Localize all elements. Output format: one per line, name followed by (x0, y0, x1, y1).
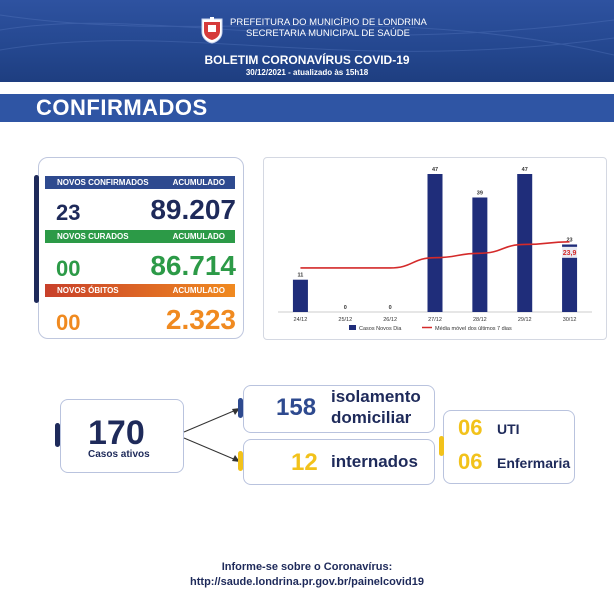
curados-acc-label: ACUMULADO (172, 232, 225, 241)
obitos-total: 2.323 (165, 304, 236, 335)
confirmados-label: NOVOS CONFIRMADOS (57, 178, 149, 187)
x-tick-label: 28/12 (473, 317, 487, 323)
prefeitura-name: PREFEITURA DO MUNICÍPIO DE LONDRINA SECR… (230, 17, 427, 39)
bar-data-label: 0 (389, 305, 392, 311)
internados-label: internados (331, 452, 418, 471)
internados-box (243, 439, 435, 485)
enfermaria-label: Enfermaria (497, 455, 571, 471)
isolamento-label: isolamento domiciliar (331, 386, 421, 428)
legend-label-bars: Casos Novos Dia (359, 326, 402, 332)
curados-bar: NOVOS CURADOS ACUMULADO (45, 230, 235, 243)
confirmados-bar: NOVOS CONFIRMADOS ACUMULADO (45, 176, 235, 189)
header-banner (0, 0, 614, 82)
confirmados-acc-label: ACUMULADO (172, 178, 225, 187)
x-tick-label: 26/12 (383, 317, 397, 323)
secretaria-line: SECRETARIA MUNICIPAL DE SAÚDE (246, 28, 410, 39)
bar-mark (472, 197, 488, 312)
londrina-seal-icon (201, 17, 223, 44)
bar-data-label: 0 (344, 305, 347, 311)
obitos-acc-label: ACUMULADO (172, 286, 225, 295)
bar-mark (517, 174, 533, 312)
curados-new: 00 (56, 256, 81, 281)
stats-card-accent (34, 175, 39, 303)
line-end-label: 23,9 (563, 250, 577, 257)
x-tick-label: 25/12 (338, 317, 352, 323)
curados-label: NOVOS CURADOS (57, 232, 129, 241)
section-band (0, 94, 614, 122)
internados-accent (238, 451, 243, 471)
bar-mark (562, 244, 578, 312)
isolamento-label-line1: isolamento (331, 387, 421, 406)
x-tick-label: 27/12 (428, 317, 442, 323)
footer-link[interactable]: http://saude.londrina.pr.gov.br/painelco… (190, 576, 424, 588)
header-wave-decoration (0, 14, 614, 56)
prefeitura-line: PREFEITURA DO MUNICÍPIO DE LONDRINA (230, 17, 427, 28)
bar-data-label: 39 (477, 190, 483, 196)
bar-data-label: 47 (432, 167, 438, 173)
internados-count: 12 (291, 449, 318, 476)
x-tick-label: 29/12 (518, 317, 532, 323)
isolamento-accent (238, 398, 243, 418)
x-tick-label: 30/12 (563, 317, 577, 323)
cases-chart: 11 24/12 0 25/12 0 26/12 47 27/12 39 28/12 47 29/12… (278, 167, 592, 332)
isolamento-count: 158 (276, 394, 317, 421)
legend-label-line: Média móvel dos últimos 7 dias (435, 326, 512, 332)
bar-mark (292, 279, 308, 312)
obitos-bar: NOVOS ÓBITOS ACUMULADO (45, 284, 235, 297)
bulletin-title: BOLETIM CORONAVÍRUS COVID-19 (204, 53, 410, 67)
bar-mark (427, 174, 443, 312)
isolamento-label-line2: domiciliar (331, 408, 412, 427)
internados-detail-accent (439, 436, 444, 456)
enfermaria-count: 06 (458, 449, 483, 474)
line-end-label-bg (561, 246, 578, 258)
confirmados-new: 23 (56, 200, 81, 225)
moving-average-line (300, 241, 570, 269)
x-tick-label: 24/12 (294, 317, 308, 323)
legend-swatch-bars (349, 325, 356, 330)
obitos-new: 00 (56, 310, 81, 335)
uti-label: UTI (497, 421, 520, 437)
confirmados-total: 89.207 (150, 194, 236, 225)
footer-info: Informe-se sobre o Coronavírus: (221, 561, 393, 573)
isolamento-box (243, 385, 435, 433)
active-label: Casos ativos (88, 449, 150, 460)
active-accent (55, 423, 60, 447)
uti-count: 06 (458, 415, 483, 440)
split-arrows (183, 408, 240, 462)
active-box (60, 399, 184, 473)
bulletin-date: 30/12/2021 - atualizado às 15h18 (245, 68, 369, 77)
active-count: 170 (88, 414, 145, 452)
bar-data-label: 47 (522, 167, 528, 173)
bar-data-label: 11 (298, 273, 304, 279)
obitos-label: NOVOS ÓBITOS (57, 286, 119, 295)
section-title: CONFIRMADOS (36, 95, 208, 120)
curados-total: 86.714 (150, 250, 236, 281)
chart-card: 11 24/12 0 25/12 0 26/12 47 27/12 39 28/12 47 29/12… (263, 157, 607, 340)
bar-data-label: 23 (567, 237, 573, 243)
